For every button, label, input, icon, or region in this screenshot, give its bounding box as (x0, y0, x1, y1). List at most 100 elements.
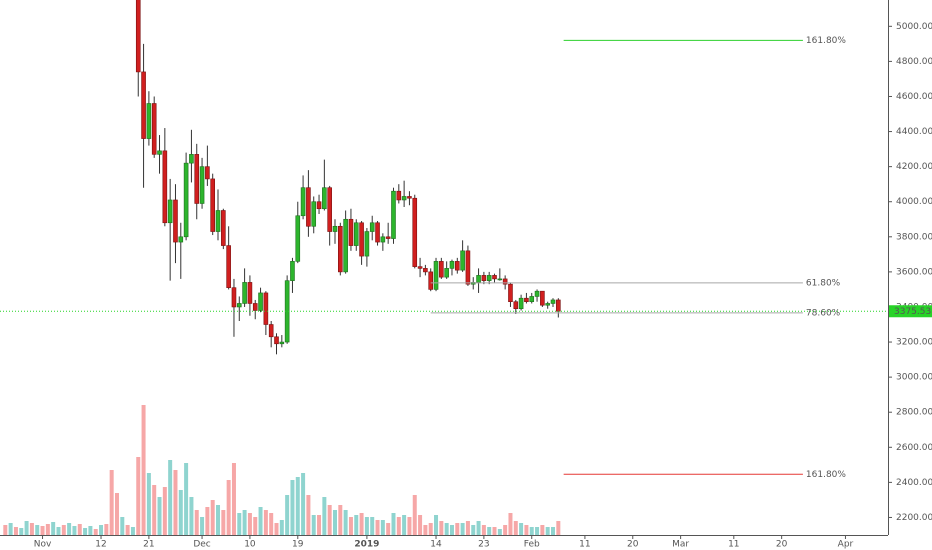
candle-body (391, 190, 396, 239)
candle-body (524, 297, 529, 303)
volume-bar (396, 517, 401, 535)
candle-body (178, 236, 184, 243)
candle-body (162, 150, 168, 224)
candle-body (263, 292, 269, 325)
volume-bar (338, 505, 343, 535)
volume-bar (242, 510, 247, 535)
y-tick-label: 4000.00 (896, 197, 932, 207)
volume-bar (290, 480, 295, 535)
candle-body (252, 303, 258, 311)
candle-body (529, 296, 535, 303)
y-tick-label: 5000.00 (896, 22, 932, 32)
candle-body (189, 154, 194, 164)
candle-body (369, 222, 375, 232)
candle-body (231, 287, 237, 308)
volume-bar (545, 527, 550, 535)
candle-body (433, 261, 439, 290)
volume-bar (407, 517, 412, 535)
candle-body (343, 218, 348, 273)
y-tick-label: 4400.00 (896, 127, 932, 137)
candle-body (205, 166, 210, 180)
candle-body (215, 210, 221, 232)
volume-bar (375, 520, 380, 535)
candle-body (417, 266, 423, 269)
candle-body (306, 187, 311, 227)
y-tick-label: 3000.00 (896, 373, 932, 383)
volume-bar (540, 525, 545, 535)
volume-bar (418, 515, 423, 535)
candle-body (332, 225, 338, 232)
volume-bar (216, 505, 221, 535)
volume-bar (247, 513, 252, 535)
candle-body (359, 222, 364, 257)
candle-body (327, 187, 332, 232)
candle-body (545, 303, 550, 306)
volume-bar (168, 460, 173, 535)
volume-bar (423, 525, 428, 535)
volume-bar (524, 525, 529, 535)
candle-body (407, 196, 412, 199)
candle-body (465, 250, 471, 285)
candle-body (157, 150, 162, 155)
volume-bar (130, 527, 135, 535)
level-label: 61.80% (806, 278, 841, 288)
volume-bar (359, 513, 364, 535)
candle-body (173, 199, 178, 243)
candle-body (375, 222, 380, 243)
volume-bar (178, 490, 183, 535)
volume-bar (274, 523, 279, 535)
candle-body (242, 282, 247, 304)
volume-bar (210, 500, 215, 535)
candle-body (194, 154, 200, 204)
volume-bar (492, 527, 497, 535)
volume-bar (88, 526, 93, 535)
volume-bar (253, 517, 258, 535)
volume-bar (109, 470, 114, 535)
volume-bar (19, 528, 24, 535)
candle-body (290, 261, 295, 281)
x-tick-label: Dec (193, 540, 210, 550)
candle-body (151, 103, 157, 155)
volume-bar (77, 524, 82, 535)
volume-bar (327, 505, 332, 535)
volume-bar (125, 525, 130, 535)
candle-body (199, 166, 205, 204)
volume-bar (380, 520, 385, 535)
candle-body (550, 299, 556, 304)
x-tick-label: 11 (728, 540, 739, 550)
volume-bar (354, 515, 359, 535)
volume-bar (439, 521, 444, 535)
candle-body (428, 271, 434, 290)
volume-bar (348, 517, 353, 535)
x-tick-label: Feb (524, 540, 540, 550)
volume-bar (343, 510, 348, 535)
volume-bar (364, 517, 369, 535)
x-tick-label: 2019 (354, 540, 379, 550)
candle-body (508, 283, 513, 303)
candle-body (221, 210, 226, 246)
y-tick-label: 3600.00 (896, 267, 932, 277)
candle-body (412, 197, 418, 267)
volume-bar (434, 515, 439, 535)
y-tick-label: 2600.00 (896, 443, 932, 453)
volume-bar (237, 513, 242, 535)
candle-body (135, 0, 141, 73)
volume-bar (370, 517, 375, 535)
candle-body (353, 222, 359, 246)
volume-bar (184, 463, 189, 535)
last-price-badge (889, 305, 932, 318)
volume-bar (226, 480, 231, 535)
candle-body (348, 218, 354, 246)
plot-area (3, 0, 561, 535)
candle-body (247, 282, 253, 304)
volume-bar (556, 521, 561, 535)
volume-bar (455, 523, 460, 535)
volume-bar (29, 523, 34, 535)
candle-body (295, 215, 301, 262)
volume-bar (508, 513, 513, 535)
volume-bar (311, 515, 316, 535)
volume-bar (285, 495, 290, 535)
candle-body (476, 275, 481, 283)
volume-bar (200, 517, 205, 535)
